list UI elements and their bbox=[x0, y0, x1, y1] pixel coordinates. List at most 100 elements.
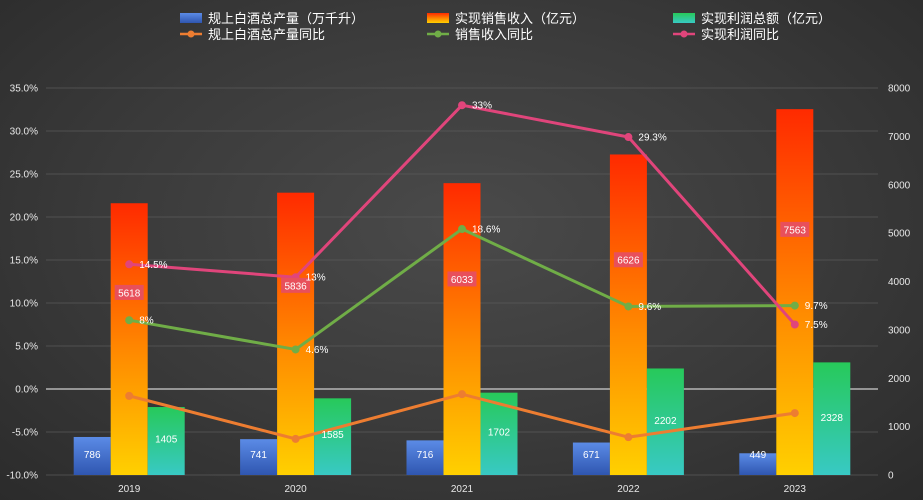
bar-data-label: 741 bbox=[250, 450, 267, 461]
y-right-tick-label: 2000 bbox=[888, 374, 911, 385]
legend: 规上白酒总产量（万千升） 实现销售收入（亿元） 实现利润总额（亿元） 规上白酒总产量同… bbox=[180, 11, 831, 43]
x-tick-label: 2023 bbox=[784, 484, 807, 495]
point-data-label: 9.6% bbox=[638, 302, 661, 313]
series-point bbox=[790, 320, 799, 329]
legend-swatch bbox=[427, 13, 449, 23]
y-right-tick-label: 5000 bbox=[888, 229, 911, 240]
bars bbox=[73, 109, 851, 475]
series-point bbox=[458, 225, 466, 234]
bar bbox=[572, 442, 610, 475]
series-point bbox=[291, 434, 300, 443]
lines bbox=[125, 101, 799, 443]
bar-data-label: 716 bbox=[417, 450, 434, 461]
y-left-tick-label: 5.0% bbox=[15, 342, 38, 353]
legend-label: 规上白酒总产量同比 bbox=[208, 27, 325, 43]
bar-data-label: 671 bbox=[583, 450, 600, 461]
series-point bbox=[458, 101, 466, 110]
point-data-label: 4.6% bbox=[306, 345, 329, 356]
y-left-tick-label: 25.0% bbox=[10, 170, 38, 181]
y-left-tick-label: 35.0% bbox=[10, 84, 38, 95]
legend-label: 实现利润同比 bbox=[701, 28, 779, 43]
y-right-tick-label: 8000 bbox=[888, 84, 911, 95]
y-right-tick-label: 4000 bbox=[888, 277, 911, 288]
legend-swatch bbox=[180, 13, 202, 23]
legend-marker bbox=[434, 30, 442, 38]
y-left-tick-label: 30.0% bbox=[10, 127, 38, 138]
point-data-label: 33% bbox=[472, 101, 492, 112]
legend-marker bbox=[187, 30, 195, 38]
bar bbox=[147, 407, 185, 475]
bar-data-label: 2202 bbox=[654, 416, 677, 427]
y-left-tick-label: 20.0% bbox=[10, 213, 38, 224]
bar-data-label-box bbox=[780, 221, 810, 237]
x-tick-label: 2021 bbox=[451, 484, 474, 495]
x-tick-label: 2019 bbox=[118, 484, 141, 495]
bar-data-label-box bbox=[613, 252, 643, 268]
bar-data-label: 6033 bbox=[451, 275, 474, 286]
legend-swatch bbox=[673, 13, 695, 23]
bar-data-label: 5618 bbox=[118, 288, 141, 299]
series-point bbox=[624, 302, 633, 311]
y-right-tick-label: 6000 bbox=[888, 180, 911, 191]
series-point bbox=[125, 316, 134, 325]
bar bbox=[739, 453, 777, 475]
point-data-label: 7.5% bbox=[805, 320, 828, 331]
y-axis-left: -10.0% -5.0% 0.0% 5.0% 10.0% 15.0% 20.0% 25.0% 3… bbox=[6, 84, 38, 482]
series-point bbox=[624, 133, 633, 142]
series-point bbox=[458, 390, 466, 399]
legend-label: 规上白酒总产量（万千升） bbox=[208, 11, 364, 27]
y-left-tick-label: 15.0% bbox=[10, 256, 38, 267]
bar-data-label: 1702 bbox=[488, 427, 511, 438]
x-tick-label: 2022 bbox=[617, 484, 640, 495]
y-axis-right: 0 1000 2000 3000 4000 5000 6000 7000 8000 bbox=[888, 84, 911, 482]
x-tick-label: 2020 bbox=[284, 484, 307, 495]
y-left-tick-label: -10.0% bbox=[6, 471, 38, 482]
bar bbox=[240, 439, 278, 475]
point-data-label: 29.3% bbox=[638, 133, 666, 144]
bar bbox=[646, 368, 684, 475]
y-left-tick-label: -5.0% bbox=[12, 428, 38, 439]
point-data-label: 14.5% bbox=[139, 260, 167, 271]
y-right-tick-label: 0 bbox=[888, 471, 894, 482]
y-left-tick-label: 0.0% bbox=[15, 385, 38, 396]
bar bbox=[406, 440, 444, 475]
point-data-label: 13% bbox=[306, 273, 326, 284]
bar-data-label-box bbox=[281, 277, 311, 293]
y-left-tick-label: 10.0% bbox=[10, 299, 38, 310]
point-data-label: 18.6% bbox=[472, 225, 500, 236]
series-point bbox=[790, 301, 799, 310]
series-point bbox=[624, 433, 633, 442]
bar-data-label: 1585 bbox=[321, 430, 344, 441]
bar bbox=[277, 192, 315, 475]
point-data-label: 9.7% bbox=[805, 301, 828, 312]
bar bbox=[73, 436, 111, 475]
series-point bbox=[790, 409, 799, 418]
point-data-label: 8% bbox=[139, 316, 154, 327]
bar-data-label-box bbox=[447, 271, 477, 287]
bar-data-label: 7563 bbox=[784, 225, 807, 236]
series-point bbox=[291, 345, 300, 354]
data-labels: 786 741 716 671 449 5618 5836 6033 6626 7563 1405 1… bbox=[84, 101, 844, 461]
legend-label: 实现销售收入（亿元） bbox=[455, 11, 585, 27]
bar bbox=[609, 154, 647, 475]
x-axis: 2019 2020 2021 2022 2023 bbox=[118, 484, 806, 495]
bar bbox=[110, 203, 148, 475]
bar-data-label-box bbox=[114, 284, 144, 300]
bar-data-label: 5836 bbox=[284, 281, 307, 292]
legend-marker bbox=[680, 30, 688, 38]
bar-data-label: 449 bbox=[749, 450, 766, 461]
bar-data-label: 2328 bbox=[821, 413, 844, 424]
bar bbox=[314, 398, 352, 475]
y-right-tick-label: 3000 bbox=[888, 325, 911, 336]
bar-data-label: 6626 bbox=[617, 256, 640, 267]
series-point bbox=[125, 391, 134, 400]
y-right-tick-label: 1000 bbox=[888, 422, 911, 433]
legend-label: 销售收入同比 bbox=[455, 27, 533, 43]
legend-label: 实现利润总额（亿元） bbox=[701, 12, 831, 27]
series-point bbox=[125, 260, 134, 269]
y-right-tick-label: 7000 bbox=[888, 132, 911, 143]
bar bbox=[776, 109, 814, 475]
bar-data-label: 786 bbox=[84, 450, 101, 461]
bar-data-label: 1405 bbox=[155, 434, 178, 445]
